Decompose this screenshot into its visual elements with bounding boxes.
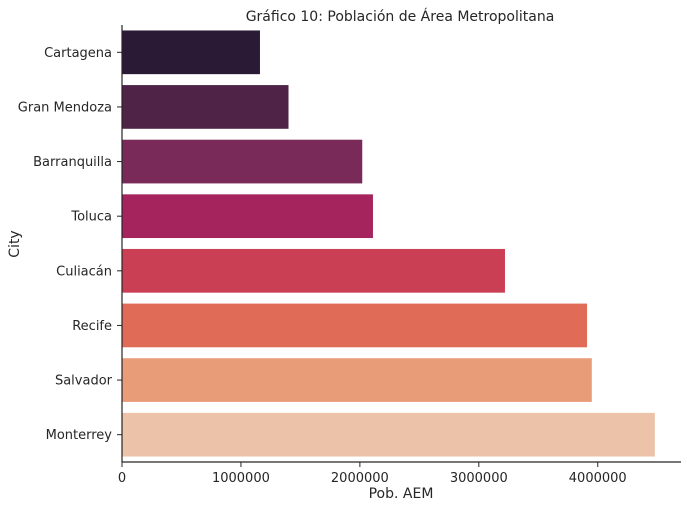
y-tick-label-6: Salvador — [55, 374, 113, 389]
bar-6 — [122, 358, 592, 402]
y-axis-ticks: Cartagena Gran Mendoza Barranquilla Toluca C… — [18, 46, 122, 443]
bar-4 — [122, 248, 505, 293]
y-tick-label-2: Barranquilla — [33, 155, 112, 170]
bar-7 — [122, 412, 655, 457]
y-tick-label-4: Culiacán — [56, 264, 112, 279]
y-axis-label: City — [7, 230, 23, 257]
bar-0 — [122, 30, 260, 75]
y-tick-label-1: Gran Mendoza — [18, 100, 112, 115]
x-tick-label-0: 0 — [118, 471, 126, 486]
chart-title: Gráfico 10: Población de Área Metropolit… — [246, 8, 555, 25]
y-tick-label-0: Cartagena — [44, 46, 112, 61]
x-axis-label: Pob. AEM — [369, 486, 434, 502]
x-tick-label-3: 3000000 — [450, 471, 508, 486]
bar-2 — [122, 139, 363, 184]
x-tick-label-2: 2000000 — [331, 471, 389, 486]
y-tick-label-3: Toluca — [70, 210, 112, 225]
x-tick-label-4: 4000000 — [569, 471, 627, 486]
x-axis-ticks: 0 1000000 2000000 3000000 4000000 — [118, 462, 627, 486]
y-tick-label-7: Monterrey — [46, 428, 113, 443]
bar-1 — [122, 85, 289, 129]
bars-group — [122, 30, 655, 457]
y-tick-label-5: Recife — [72, 319, 112, 334]
bar-3 — [122, 194, 373, 239]
x-tick-label-1: 1000000 — [212, 471, 270, 486]
bar-5 — [122, 303, 588, 348]
